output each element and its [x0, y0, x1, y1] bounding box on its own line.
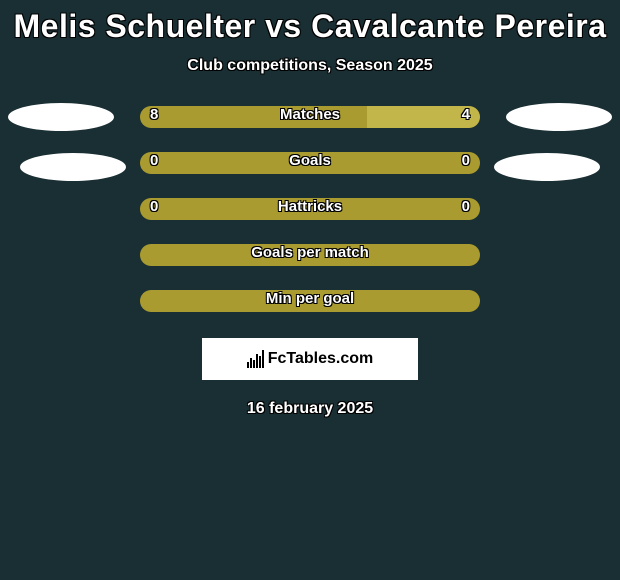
player-avatar-left: [20, 153, 126, 181]
stat-row: Goals per match: [0, 243, 620, 267]
stat-row: 0 0 Goals: [0, 151, 620, 175]
stat-value-left: 0: [140, 152, 168, 169]
comparison-subtitle: Club competitions, Season 2025: [0, 57, 620, 75]
brand-text: FcTables.com: [268, 350, 374, 368]
player-avatar-right: [506, 103, 612, 131]
stat-label: Hattricks: [278, 198, 342, 215]
stat-bar: Goals per match: [140, 244, 480, 266]
stat-bar: 8 4 Matches: [140, 106, 480, 128]
stat-row: Min per goal: [0, 289, 620, 313]
stat-value-right: 0: [452, 198, 480, 215]
comparison-card: Melis Schuelter vs Cavalcante Pereira Cl…: [0, 0, 620, 418]
stat-value-left: 0: [140, 198, 168, 215]
stat-bar: 0 0 Goals: [140, 152, 480, 174]
bar-chart-icon: [247, 350, 264, 368]
date-text: 16 february 2025: [0, 400, 620, 418]
stat-value-right: 4: [452, 106, 480, 123]
stat-row: 8 4 Matches: [0, 105, 620, 129]
brand-box: FcTables.com: [202, 338, 418, 380]
stat-label: Matches: [280, 106, 340, 123]
player-avatar-left: [8, 103, 114, 131]
stats-list: 8 4 Matches 0 0 Goals 0 0 Hattricks Goals per mat…: [0, 105, 620, 313]
stat-bar: 0 0 Hattricks: [140, 198, 480, 220]
stat-label: Goals: [289, 152, 331, 169]
stat-label: Min per goal: [266, 290, 354, 307]
stat-value-right: 0: [452, 152, 480, 169]
stat-row: 0 0 Hattricks: [0, 197, 620, 221]
stat-value-left: 8: [140, 106, 168, 123]
stat-bar: Min per goal: [140, 290, 480, 312]
stat-label: Goals per match: [251, 244, 369, 261]
comparison-title: Melis Schuelter vs Cavalcante Pereira: [0, 8, 620, 45]
player-avatar-right: [494, 153, 600, 181]
